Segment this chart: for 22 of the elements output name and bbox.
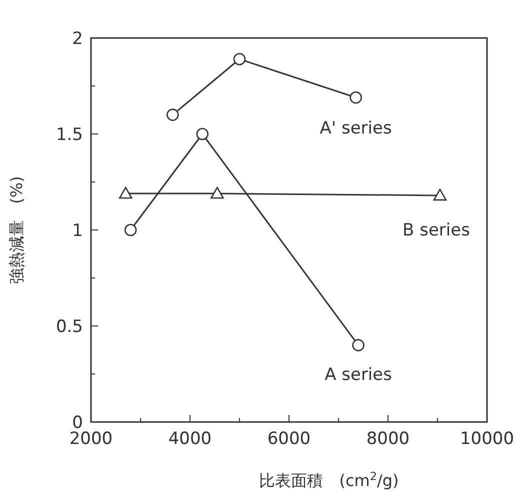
series-label: A' series bbox=[320, 118, 392, 139]
point bbox=[210, 186, 224, 199]
point bbox=[124, 224, 137, 236]
series-label: B series bbox=[402, 220, 470, 240]
point bbox=[350, 91, 362, 104]
point bbox=[233, 52, 246, 66]
y-tick-label: 1 bbox=[72, 221, 83, 241]
x-tick-label: 4000 bbox=[168, 429, 212, 449]
y-tick-label: 2 bbox=[72, 29, 83, 49]
series-label: A series bbox=[324, 365, 392, 386]
x-axis-title: 比表面積 (cm$^{2}$/g) bbox=[259, 470, 399, 490]
x-tick-label: 6000 bbox=[267, 429, 311, 449]
y-tick-label: 1.5 bbox=[56, 125, 83, 145]
point bbox=[433, 188, 447, 201]
point bbox=[196, 128, 209, 140]
point bbox=[352, 339, 364, 352]
x-tick-label: 8000 bbox=[366, 429, 410, 449]
x-tick-label: 10000 bbox=[460, 429, 514, 449]
point bbox=[119, 186, 132, 199]
point bbox=[166, 108, 179, 121]
y-tick-label: 0.5 bbox=[56, 317, 83, 337]
y-axis-title: 強熱減量 (%) bbox=[7, 176, 26, 284]
